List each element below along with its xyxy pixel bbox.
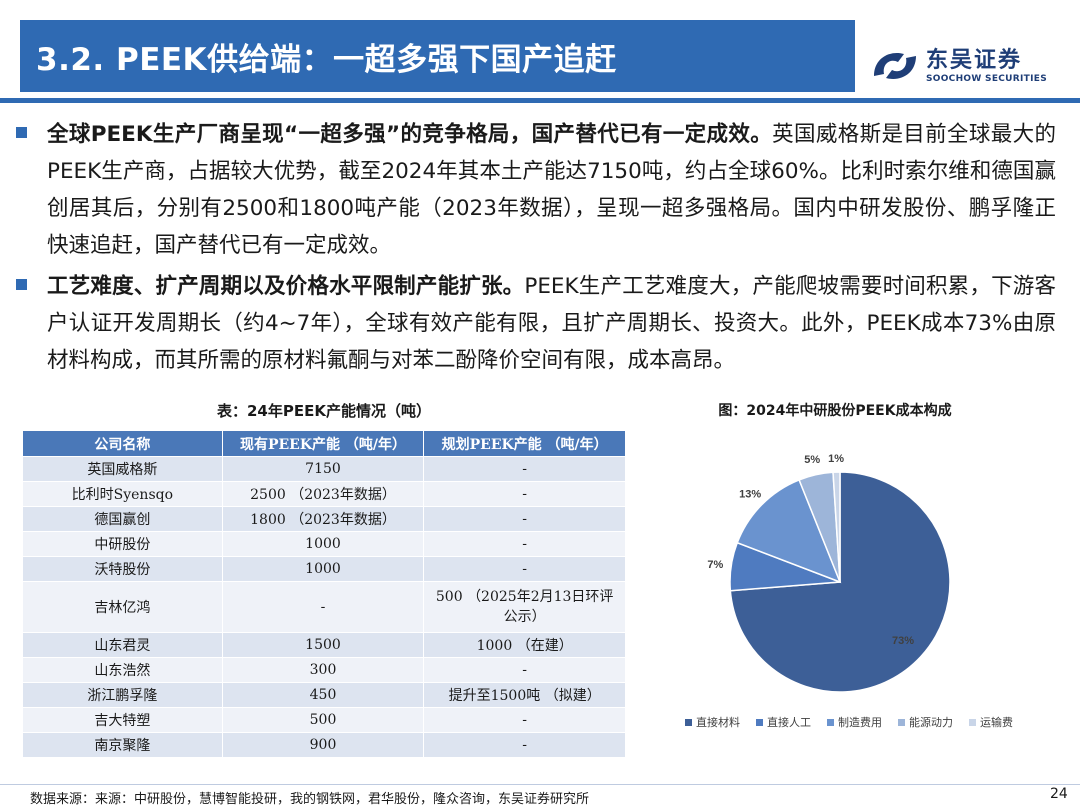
column-header: 现有PEEK产能 （吨/年） xyxy=(221,430,425,457)
bullet-square-icon xyxy=(16,279,27,290)
legend-label: 直接人工 xyxy=(767,715,811,729)
table-cell: 沃特股份 xyxy=(22,556,223,582)
column-header: 公司名称 xyxy=(22,430,223,457)
table-cell: 提升至1500吨 （拟建） xyxy=(423,682,626,708)
page-title: 3.2. PEEK供给端：一超多强下国产追赶 xyxy=(36,41,617,78)
table-row: 沃特股份 1000- xyxy=(22,556,626,582)
table-row: 山东君灵 1500 1000 （在建） xyxy=(22,632,626,658)
legend-swatch xyxy=(756,719,763,726)
bullet-bold-text: 工艺难度、扩产周期以及价格水平限制产能扩张。 xyxy=(47,274,525,299)
table-cell: - xyxy=(423,556,626,582)
table-cell: 1500 xyxy=(221,632,425,658)
legend-swatch xyxy=(685,719,692,726)
bullet-list: 全球PEEK生产厂商呈现“一超多强”的竞争格局，国产替代已有一定成效。英国威格斯… xyxy=(16,116,1056,383)
logo-en-text: SOOCHOW SECURITIES xyxy=(926,74,1047,84)
pie-data-label: 13% xyxy=(739,489,761,501)
table-cell: 1000 （在建） xyxy=(423,632,626,658)
header-rule xyxy=(0,98,1080,103)
bullet-paragraph: 全球PEEK生产厂商呈现“一超多强”的竞争格局，国产替代已有一定成效。英国威格斯… xyxy=(47,116,1056,264)
chart-title: 图：2024年中研股份PEEK成本构成 xyxy=(718,403,952,419)
page-number: 24 xyxy=(1050,786,1068,802)
legend-label: 制造费用 xyxy=(838,715,882,729)
table-row: 吉大特塑 500- xyxy=(22,707,626,733)
table-cell: 吉大特塑 xyxy=(22,707,223,733)
table-cell: 1800 （2023年数据） xyxy=(221,506,425,532)
table-cell: - xyxy=(423,707,626,733)
table-cell: 比利时Syensqo xyxy=(22,481,223,507)
table-cell: 1000 xyxy=(221,556,425,582)
table-cell: - xyxy=(423,506,626,532)
table-body: 英国威格斯 7150- 比利时Syensqo 2500 （2023年数据） - 德国赢创 1… xyxy=(22,456,626,758)
legend-swatch xyxy=(969,719,976,726)
table-cell: - xyxy=(423,732,626,758)
table-cell: 吉林亿鸿 xyxy=(22,581,223,633)
pie-data-label: 5% xyxy=(804,454,820,466)
table-cell: 1000 xyxy=(221,531,425,557)
pie-slice-制造费用 xyxy=(736,478,842,584)
table-cell: 300 xyxy=(221,657,425,683)
bullet-body-text: 英国威格斯是目前全球最大的PEEK生产商，占据较大优势，截至2024年其本土产能… xyxy=(47,122,1056,258)
pie-data-label: 73% xyxy=(892,635,914,647)
table-cell: 山东浩然 xyxy=(22,657,223,683)
company-logo: 东吴证券 SOOCHOW SECURITIES xyxy=(870,42,1070,90)
title-bar: 3.2. PEEK供给端：一超多强下国产追赶 xyxy=(20,20,855,92)
table-cell: 500 xyxy=(221,707,425,733)
cost-pie-chart: 73% 7% 13% 5% 1% 直接材料 直接人工 制造费用 能源动力 运输费 xyxy=(685,453,1013,729)
table-row: 浙江鹏孚隆 450 提升至1500吨 （拟建） xyxy=(22,682,626,708)
bullet-body-text: PEEK生产工艺难度大，产能爬坡需要时间积累，下游客户认证开发周期长（约4~7年… xyxy=(47,274,1056,373)
soochow-logo-icon xyxy=(874,52,916,80)
legend-label: 直接材料 xyxy=(696,715,740,729)
table-cell: 南京聚隆 xyxy=(22,732,223,758)
table-cell: 7150 xyxy=(221,456,425,482)
table-cell: 450 xyxy=(221,682,425,708)
legend-label: 运输费 xyxy=(980,715,1013,729)
pie-slice-运输费 xyxy=(832,471,841,583)
table-cell: - xyxy=(423,657,626,683)
table-cell: 德国赢创 xyxy=(22,506,223,532)
table-title: 表：24年PEEK产能情况（吨） xyxy=(217,402,431,420)
footer-rule xyxy=(0,784,1080,785)
table-row: 中研股份 1000- xyxy=(22,531,626,557)
legend-swatch xyxy=(898,719,905,726)
table-row: 英国威格斯 7150- xyxy=(22,456,626,482)
bullet-item: 全球PEEK生产厂商呈现“一超多强”的竞争格局，国产替代已有一定成效。英国威格斯… xyxy=(16,116,1056,264)
table-cell: - xyxy=(423,531,626,557)
legend-swatch xyxy=(827,719,834,726)
bullet-square-icon xyxy=(16,127,27,138)
column-header: 规划PEEK产能 （吨/年） xyxy=(423,430,626,457)
table-cell: 山东君灵 xyxy=(22,632,223,658)
pie-data-label: 7% xyxy=(707,559,723,571)
bullet-bold-text: 全球PEEK生产厂商呈现“一超多强”的竞争格局，国产替代已有一定成效。 xyxy=(47,122,773,147)
table-cell: - xyxy=(221,581,425,633)
table-cell: 英国威格斯 xyxy=(22,456,223,482)
bullet-paragraph: 工艺难度、扩产周期以及价格水平限制产能扩张。PEEK生产工艺难度大，产能爬坡需要… xyxy=(47,268,1056,379)
table-cell: 中研股份 xyxy=(22,531,223,557)
table-cell: 500 （2025年2月13日环评公示） xyxy=(423,581,626,633)
source-note: 数据来源：来源：中研股份，慧博智能投研，我的钢铁网，君华股份，隆众咨询，东吴证券… xyxy=(30,792,590,807)
table-row: 山东浩然 300- xyxy=(22,657,626,683)
table-row: 德国赢创 1800 （2023年数据） - xyxy=(22,506,626,532)
table-cell: 2500 （2023年数据） xyxy=(221,481,425,507)
table-row: 吉林亿鸿 -500 （2025年2月13日环评公示） xyxy=(22,581,626,633)
table-cell: 浙江鹏孚隆 xyxy=(22,682,223,708)
logo-cn-text: 东吴证券 xyxy=(926,48,1023,73)
table-cell: 900 xyxy=(221,732,425,758)
capacity-table: 公司名称 现有PEEK产能 （吨/年） 规划PEEK产能 （吨/年） 英国威格斯… xyxy=(22,430,626,758)
table-cell: - xyxy=(423,456,626,482)
bullet-item: 工艺难度、扩产周期以及价格水平限制产能扩张。PEEK生产工艺难度大，产能爬坡需要… xyxy=(16,268,1056,379)
pie-data-label: 1% xyxy=(828,453,844,465)
table-row: 比利时Syensqo 2500 （2023年数据） - xyxy=(22,481,626,507)
table-row: 南京聚隆 900- xyxy=(22,732,626,758)
table-cell: - xyxy=(423,481,626,507)
legend-label: 能源动力 xyxy=(909,715,953,729)
